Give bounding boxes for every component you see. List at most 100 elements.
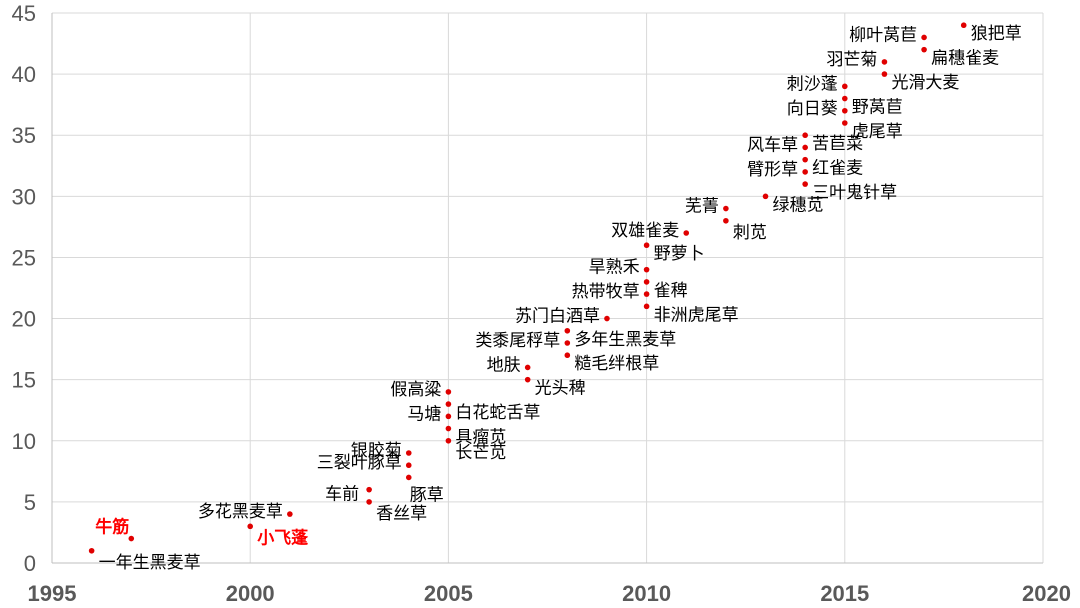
data-point bbox=[247, 523, 253, 530]
point-label: 刺苋 bbox=[733, 223, 767, 243]
data-point bbox=[842, 95, 848, 102]
point-label: 三裂叶豚草 bbox=[317, 453, 402, 473]
point-label: 野莴苣 bbox=[852, 98, 903, 118]
data-point bbox=[445, 389, 452, 395]
data-point bbox=[524, 364, 531, 371]
point-label: 长芒苋 bbox=[455, 443, 506, 463]
data-point bbox=[405, 450, 412, 456]
y-tick-label: 25 bbox=[12, 245, 36, 270]
point-label: 红雀麦 bbox=[812, 159, 863, 179]
data-point bbox=[802, 169, 808, 175]
data-point bbox=[564, 340, 571, 346]
point-label: 臂形草 bbox=[747, 160, 798, 180]
data-point bbox=[445, 425, 452, 432]
point-label: 香丝草 bbox=[376, 504, 427, 524]
y-tick-label: 35 bbox=[12, 123, 36, 148]
x-tick-label: 1995 bbox=[28, 581, 77, 606]
data-point bbox=[643, 303, 650, 310]
data-point bbox=[802, 132, 808, 139]
point-label: 苦苣菜 bbox=[812, 134, 863, 154]
data-point bbox=[802, 181, 808, 187]
x-tick-label: 2020 bbox=[1022, 581, 1071, 606]
y-tick-label: 15 bbox=[12, 368, 36, 393]
gridlines bbox=[52, 12, 1044, 563]
data-point bbox=[445, 401, 452, 407]
point-label: 多花黑麦草 bbox=[198, 502, 283, 522]
point-label: 旱熟禾 bbox=[589, 257, 640, 278]
data-point bbox=[643, 266, 650, 273]
data-point bbox=[762, 193, 769, 200]
x-tick-label: 2000 bbox=[226, 581, 275, 606]
point-label: 多年生黑麦草 bbox=[574, 330, 676, 350]
point-label: 银胶菊 bbox=[351, 441, 402, 461]
data-point bbox=[564, 327, 571, 334]
point-label: 假高粱 bbox=[390, 380, 441, 400]
data-point bbox=[881, 71, 888, 77]
data-point bbox=[802, 144, 808, 151]
y-tick-label: 0 bbox=[24, 551, 36, 576]
data-point bbox=[604, 315, 610, 322]
point-label: 双雄雀麦 bbox=[611, 221, 679, 241]
point-label: 刺沙蓬 bbox=[787, 74, 838, 94]
point-label: 热带牧草 bbox=[572, 282, 640, 302]
data-point bbox=[921, 34, 927, 41]
data-point bbox=[643, 291, 650, 297]
point-label: 小飞蓬 bbox=[257, 527, 309, 548]
data-point bbox=[88, 547, 95, 554]
data-point bbox=[643, 242, 650, 249]
point-label: 风车草 bbox=[747, 135, 798, 155]
y-tick-label: 5 bbox=[24, 490, 36, 515]
x-tick-label: 2015 bbox=[820, 581, 869, 606]
point-label: 苏门白酒草 bbox=[515, 307, 600, 327]
data-point bbox=[723, 205, 729, 212]
x-tick-label: 2005 bbox=[424, 581, 473, 606]
point-label: 豚草 bbox=[410, 485, 444, 505]
point-label: 向日葵 bbox=[787, 99, 838, 119]
data-point bbox=[921, 46, 927, 53]
axes: 0 5 10 15 20 25 30 35 40 45 1995 2000 2005 2010 2015 20… bbox=[12, 1, 1071, 606]
data-point bbox=[842, 83, 848, 90]
point-label: 扁穗雀麦 bbox=[931, 49, 999, 69]
y-tick-label: 30 bbox=[12, 184, 36, 209]
point-label: 非洲虎尾草 bbox=[654, 305, 739, 325]
data-point bbox=[366, 499, 372, 505]
point-label: 野萝卜 bbox=[654, 244, 705, 264]
data-point bbox=[405, 462, 412, 469]
point-label: 一年生黑麦草 bbox=[99, 553, 201, 573]
point-label: 芜菁 bbox=[685, 197, 719, 217]
point-label: 光滑大麦 bbox=[891, 73, 959, 93]
data-point bbox=[723, 217, 729, 224]
data-point bbox=[842, 107, 848, 114]
point-label: 车前 bbox=[325, 485, 359, 505]
data-point bbox=[842, 120, 848, 126]
point-labels: 一年生黑麦草 牛筋 小飞蓬 多花黑麦草 香丝草车前 豚草三裂叶豚草银胶菊 长芒苋具瘤苋马塘白… bbox=[95, 24, 1021, 573]
data-point bbox=[287, 511, 293, 517]
point-label: 狼把草 bbox=[971, 24, 1022, 44]
x-tick-label: 2010 bbox=[622, 581, 671, 606]
data-point bbox=[683, 230, 690, 236]
data-point bbox=[524, 376, 531, 383]
point-label: 柳叶莴苣 bbox=[849, 25, 917, 45]
point-label: 羽芒菊 bbox=[826, 50, 877, 70]
data-point bbox=[960, 22, 967, 29]
data-point bbox=[564, 352, 571, 359]
y-tick-label: 40 bbox=[12, 62, 36, 87]
data-point bbox=[445, 437, 452, 444]
data-point bbox=[405, 474, 412, 481]
point-label: 三叶鬼针草 bbox=[812, 183, 897, 203]
point-label: 牛筋 bbox=[95, 517, 129, 538]
y-tick-label: 10 bbox=[12, 429, 36, 454]
point-label: 雀稗 bbox=[654, 281, 688, 301]
data-point bbox=[366, 486, 372, 493]
point-label: 白花蛇舌草 bbox=[455, 403, 540, 423]
data-point bbox=[445, 413, 452, 420]
point-label: 地肤 bbox=[487, 355, 521, 375]
point-label: 具瘤苋 bbox=[455, 428, 506, 448]
point-label: 光头稗 bbox=[535, 379, 586, 399]
point-label: 绿穗苋 bbox=[773, 195, 824, 215]
point-label: 虎尾草 bbox=[852, 122, 903, 142]
data-point bbox=[643, 279, 650, 285]
data-points bbox=[88, 22, 967, 554]
data-point bbox=[128, 535, 135, 542]
